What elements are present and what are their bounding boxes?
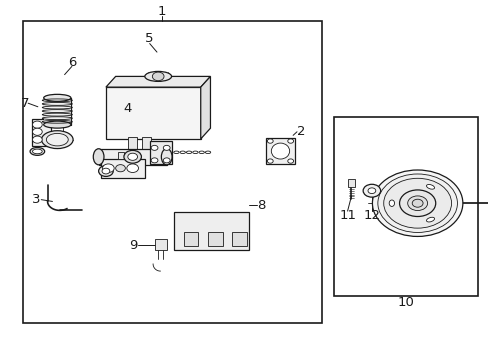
- Ellipse shape: [426, 217, 434, 222]
- Ellipse shape: [32, 149, 42, 154]
- Circle shape: [152, 72, 163, 81]
- Bar: [43, 98, 71, 125]
- Bar: [142, 137, 151, 153]
- Circle shape: [287, 139, 293, 143]
- Text: 6: 6: [67, 55, 76, 69]
- Text: 10: 10: [397, 296, 414, 309]
- Circle shape: [32, 136, 42, 143]
- Circle shape: [267, 139, 273, 143]
- Circle shape: [32, 121, 42, 128]
- Bar: [101, 158, 144, 178]
- Bar: [232, 232, 246, 246]
- Ellipse shape: [161, 149, 172, 165]
- Bar: [23, 21, 322, 323]
- Text: 11: 11: [338, 209, 355, 222]
- Circle shape: [399, 190, 435, 216]
- Text: 5: 5: [145, 32, 154, 45]
- Ellipse shape: [93, 149, 104, 165]
- Ellipse shape: [30, 148, 44, 156]
- Bar: [149, 141, 171, 164]
- Circle shape: [32, 128, 42, 135]
- Circle shape: [363, 184, 380, 197]
- Text: 12: 12: [363, 209, 380, 222]
- Bar: [347, 179, 355, 187]
- Circle shape: [163, 145, 170, 150]
- Circle shape: [127, 153, 137, 160]
- Bar: [154, 239, 166, 249]
- Polygon shape: [201, 76, 210, 139]
- Circle shape: [163, 158, 170, 163]
- Text: 8: 8: [256, 198, 264, 212]
- Text: 7: 7: [20, 97, 29, 110]
- Bar: [118, 152, 123, 158]
- Circle shape: [151, 145, 158, 150]
- Bar: [127, 137, 136, 153]
- Circle shape: [372, 170, 462, 237]
- Text: 3: 3: [32, 193, 41, 206]
- Circle shape: [99, 166, 113, 176]
- Circle shape: [102, 168, 110, 174]
- Text: 9: 9: [129, 239, 138, 252]
- Circle shape: [151, 158, 158, 163]
- Bar: [266, 138, 294, 164]
- Ellipse shape: [41, 131, 73, 149]
- Text: 1: 1: [157, 5, 166, 18]
- Circle shape: [367, 188, 375, 194]
- Bar: [106, 87, 201, 139]
- Ellipse shape: [426, 184, 434, 189]
- Ellipse shape: [46, 134, 68, 146]
- Circle shape: [411, 199, 422, 207]
- Ellipse shape: [43, 121, 71, 128]
- Circle shape: [383, 178, 450, 228]
- Circle shape: [123, 150, 141, 163]
- Circle shape: [287, 159, 293, 163]
- Polygon shape: [106, 76, 210, 87]
- Bar: [174, 212, 249, 249]
- Bar: [183, 232, 198, 246]
- Ellipse shape: [388, 200, 394, 206]
- Text: 4: 4: [123, 102, 132, 115]
- Bar: [334, 117, 477, 296]
- Bar: [99, 149, 166, 165]
- Circle shape: [116, 165, 125, 172]
- Circle shape: [377, 174, 456, 233]
- Bar: [31, 119, 51, 146]
- Ellipse shape: [43, 94, 71, 101]
- Bar: [207, 232, 222, 246]
- Circle shape: [407, 196, 427, 211]
- Ellipse shape: [144, 71, 171, 81]
- Text: 2: 2: [297, 125, 305, 138]
- Circle shape: [126, 164, 138, 172]
- Circle shape: [102, 164, 114, 172]
- Circle shape: [267, 159, 273, 163]
- Ellipse shape: [271, 143, 289, 159]
